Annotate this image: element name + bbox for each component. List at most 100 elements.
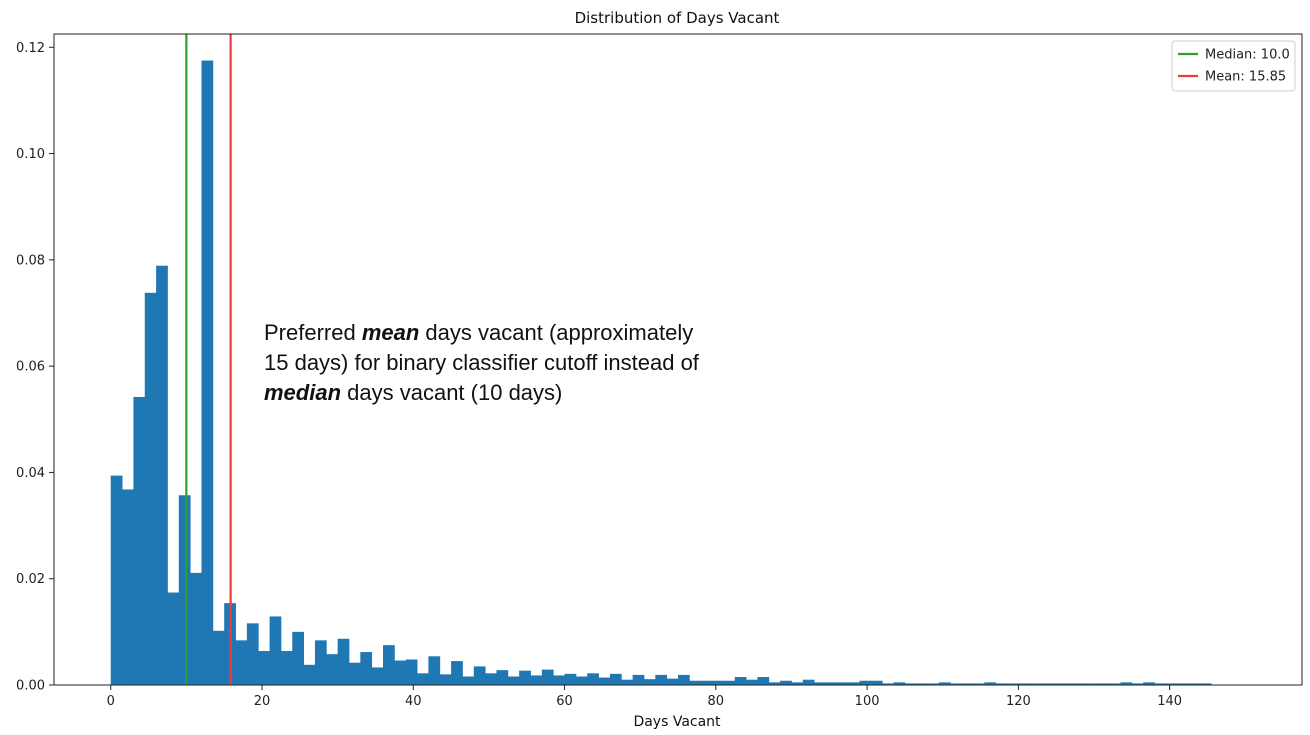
histogram-bar [417, 673, 429, 685]
histogram-bar [995, 683, 1008, 685]
x-tick-label: 20 [254, 694, 271, 709]
histogram-bar [201, 60, 214, 686]
annotation-text: Preferred mean days vacant (approximatel… [264, 318, 824, 408]
histogram-bar [961, 683, 974, 685]
annotation-line-3: median days vacant (10 days) [264, 380, 563, 405]
histogram-bar [303, 664, 316, 685]
histogram-bar [167, 592, 180, 685]
x-tick-label: 60 [556, 694, 573, 709]
histogram-bar [530, 675, 543, 685]
histogram-bar [655, 674, 668, 685]
histogram-bar [575, 676, 588, 685]
histogram-bar [326, 654, 339, 685]
x-tick-label: 80 [708, 694, 725, 709]
histogram-bar [984, 682, 997, 685]
y-tick-label: 0.08 [16, 253, 45, 268]
histogram-bar [292, 631, 304, 685]
histogram-bar [1097, 683, 1110, 685]
x-axis-label: Days Vacant [633, 714, 721, 730]
histogram-bar [882, 683, 894, 685]
histogram-bar [110, 475, 123, 685]
histogram-bar [916, 683, 928, 685]
legend-label: Median: 10.0 [1205, 48, 1290, 63]
y-tick-label: 0.04 [16, 466, 45, 481]
histogram-bar [394, 660, 407, 685]
histogram-bar [700, 680, 713, 685]
histogram-bar [632, 674, 645, 685]
histogram-bar [462, 676, 475, 685]
histogram-bar [712, 680, 724, 685]
histogram-bar [927, 683, 940, 685]
x-tick-label: 40 [405, 694, 422, 709]
histogram-bar [723, 680, 736, 685]
histogram-bar [564, 673, 577, 685]
histogram-bar [814, 682, 826, 685]
histogram-bar [1063, 683, 1076, 685]
histogram-bar [473, 666, 486, 685]
histogram-bar [1143, 682, 1155, 685]
histogram-bar [1188, 683, 1201, 685]
histogram-bar [360, 652, 373, 685]
legend-label: Mean: 15.85 [1205, 70, 1286, 85]
histogram-bar [598, 677, 611, 685]
histogram-bar [870, 680, 883, 685]
y-tick-label: 0.06 [16, 360, 45, 375]
histogram-bar [643, 679, 656, 685]
histogram-bar [893, 682, 906, 685]
histogram-bar [485, 673, 497, 685]
histogram-bar [371, 667, 384, 685]
x-tick-label: 100 [855, 694, 880, 709]
histogram-bar [746, 679, 758, 685]
histogram-bar [1154, 683, 1167, 685]
histogram-bar [122, 489, 134, 685]
histogram-bar [1109, 683, 1121, 685]
reference-lines [185, 34, 232, 685]
y-tick-label: 0.02 [16, 572, 45, 587]
histogram-bar [678, 674, 690, 685]
histogram-bar [1165, 683, 1178, 685]
histogram-bar [1075, 683, 1087, 685]
histogram-bar [269, 616, 282, 685]
histogram-bar [348, 662, 361, 685]
histogram-bar [496, 670, 509, 685]
histogram-bar [609, 673, 622, 685]
histogram-bar [553, 675, 565, 685]
y-tick-label: 0.12 [16, 41, 45, 56]
y-tick-label: 0.10 [16, 147, 45, 162]
histogram-bar [757, 677, 770, 685]
histogram-bar [1007, 683, 1019, 685]
histogram-bar [689, 680, 702, 685]
histogram-bar [405, 659, 418, 685]
axes: 0 20 40 60 80 100 120 140 0.00 0.02 0.04 0.06 0.08 0.… [16, 33, 1303, 709]
histogram-bar [666, 678, 679, 685]
histogram-bar [156, 265, 168, 685]
histogram-bar [314, 640, 327, 685]
annotation-line-2: 15 days) for binary classifier cutoff in… [264, 350, 699, 375]
histogram-bar [768, 682, 781, 685]
histogram-bar [337, 638, 350, 685]
histogram-bar [439, 674, 452, 685]
legend-box [1171, 40, 1296, 92]
histogram-bar [791, 682, 804, 685]
histogram-bar [1052, 683, 1065, 685]
histogram-bar [1177, 683, 1189, 685]
histogram-bar [280, 650, 293, 685]
histogram-bar [428, 656, 441, 685]
histogram-bar [950, 683, 963, 685]
x-tick-label: 0 [107, 694, 115, 709]
plot-frame [53, 33, 1303, 686]
histogram-bar [451, 661, 463, 685]
histogram-bar [258, 650, 270, 685]
histogram-bar [133, 396, 146, 685]
histogram-bar [1018, 683, 1031, 685]
histogram-bar [1041, 683, 1053, 685]
histogram-bar [246, 623, 259, 685]
x-tick-label: 120 [1006, 694, 1031, 709]
histogram-bar [734, 677, 747, 685]
histogram-bar [1029, 683, 1042, 685]
histogram-bar [802, 679, 815, 685]
histogram-bar [825, 682, 838, 685]
chart-title: Distribution of Days Vacant [575, 9, 780, 27]
histogram-bar [836, 682, 849, 685]
